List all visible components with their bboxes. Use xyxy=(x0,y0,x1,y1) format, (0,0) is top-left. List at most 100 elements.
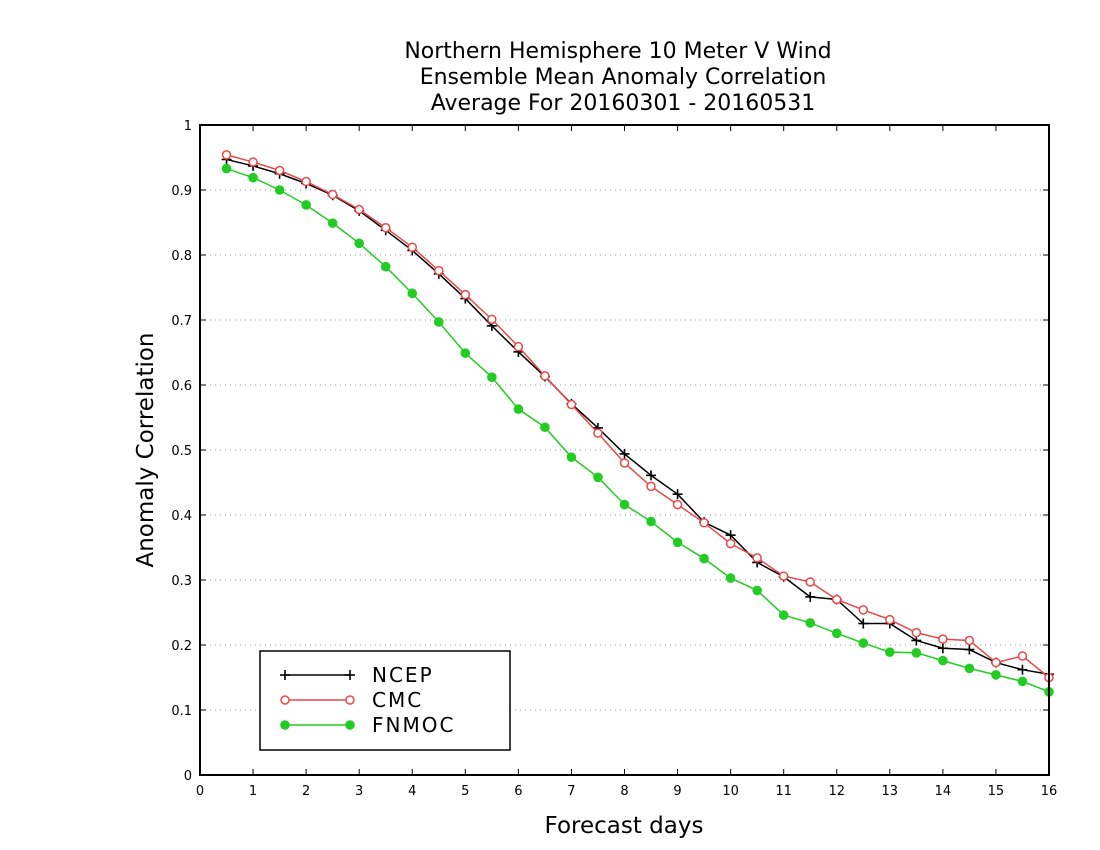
series-layer xyxy=(221,150,1054,697)
legend-label-fnmoc: FNMOC xyxy=(372,713,455,737)
x-tick-label: 11 xyxy=(775,784,792,799)
legend-marker-cmc xyxy=(280,695,290,705)
legend-marker-fnmoc xyxy=(345,720,355,730)
x-tick-label: 8 xyxy=(620,784,628,799)
cmc-point xyxy=(354,204,364,215)
x-tick-label: 5 xyxy=(461,784,469,799)
cmc-point xyxy=(540,371,550,381)
cmc-point xyxy=(832,594,842,605)
x-tick-label: 13 xyxy=(882,784,899,799)
fnmoc-point xyxy=(354,238,364,249)
cmc-point xyxy=(327,189,338,200)
x-tick-label: 14 xyxy=(935,784,952,799)
y-tick-label: 0.5 xyxy=(171,444,192,459)
cmc-point xyxy=(380,222,391,233)
y-tick-label: 0.9 xyxy=(171,184,192,199)
fnmoc-point xyxy=(646,516,656,527)
fnmoc-point xyxy=(513,404,524,414)
y-tick-label: 1 xyxy=(184,119,192,134)
fnmoc-point xyxy=(619,499,630,510)
fnmoc-point xyxy=(752,585,762,596)
plot-frame xyxy=(199,124,1050,776)
x-axis-label: Forecast days xyxy=(545,813,704,839)
fnmoc-point xyxy=(327,218,338,228)
x-tick-label: 6 xyxy=(514,784,522,799)
legend-item-ncep: NCEP xyxy=(280,663,434,687)
ncep-point xyxy=(805,591,816,602)
y-axis-label: Anomaly Correlation xyxy=(133,332,159,567)
x-tick-label: 9 xyxy=(673,784,681,799)
fnmoc-point xyxy=(699,553,709,564)
x-tick-label: 10 xyxy=(722,784,739,799)
fnmoc-point xyxy=(991,670,1001,680)
cmc-point xyxy=(221,150,232,160)
x-tick-label: 2 xyxy=(302,784,310,799)
fnmoc-point xyxy=(433,317,444,327)
fnmoc-point xyxy=(566,452,577,462)
cmc-point xyxy=(938,634,948,644)
cmc-point xyxy=(248,157,258,167)
fnmoc-point xyxy=(221,163,232,174)
fnmoc-point xyxy=(778,610,789,620)
legend-marker-fnmoc xyxy=(280,720,290,730)
cmc-point xyxy=(699,518,709,528)
fnmoc-point xyxy=(540,422,550,433)
x-tick-label: 15 xyxy=(988,784,1005,799)
cmc-point xyxy=(487,314,497,325)
x-tick-label: 16 xyxy=(1041,784,1058,799)
fnmoc-point xyxy=(831,628,842,639)
cmc-point xyxy=(460,289,471,300)
ncep-point xyxy=(725,530,736,541)
fnmoc-point xyxy=(911,648,922,658)
y-tick-label: 0.4 xyxy=(171,509,192,524)
x-tick-label: 3 xyxy=(355,784,363,799)
cmc-point xyxy=(646,481,656,492)
fnmoc-series xyxy=(221,163,1054,697)
cmc-point xyxy=(301,176,311,187)
legend-label-ncep: NCEP xyxy=(372,663,434,687)
cmc-point xyxy=(672,499,683,510)
fnmoc-point xyxy=(672,537,683,548)
legend-marker-ncep xyxy=(280,670,290,680)
fnmoc-point xyxy=(248,172,258,183)
cmc-point xyxy=(725,538,736,549)
cmc-point xyxy=(593,428,603,438)
y-tick-label: 0.3 xyxy=(171,574,192,589)
x-tick-label: 1 xyxy=(249,784,257,799)
x-tick-label: 12 xyxy=(828,784,845,799)
ncep-point xyxy=(672,489,683,500)
ncep-point xyxy=(858,618,869,629)
cmc-series xyxy=(221,150,1054,683)
fnmoc-point xyxy=(1017,676,1028,687)
cmc-point xyxy=(407,242,417,252)
cmc-point xyxy=(619,458,630,468)
fnmoc-point xyxy=(487,372,497,383)
title-line-1: Northern Hemisphere 10 Meter V Wind xyxy=(404,39,831,64)
cmc-point xyxy=(991,657,1001,668)
fnmoc-point xyxy=(858,638,869,648)
cmc-point xyxy=(513,341,524,352)
legend-marker-ncep xyxy=(345,670,355,680)
cmc-point xyxy=(858,605,869,615)
ncep-point xyxy=(646,470,657,481)
chart-title: Northern Hemisphere 10 Meter V Wind Ense… xyxy=(404,39,831,116)
x-tick-label: 4 xyxy=(408,784,416,799)
legend-marker-cmc xyxy=(345,695,355,705)
cmc-point xyxy=(911,627,922,638)
fnmoc-point xyxy=(725,573,736,583)
fnmoc-point xyxy=(274,185,285,195)
fnmoc-line xyxy=(226,167,1050,693)
cmc-point xyxy=(964,635,975,646)
fnmoc-point xyxy=(407,288,418,299)
cmc-point xyxy=(778,571,789,581)
fnmoc-point xyxy=(460,348,471,358)
title-line-3: Average For 20160301 - 20160531 xyxy=(431,91,816,116)
cmc-point xyxy=(274,165,285,176)
y-tick-label: 0.7 xyxy=(171,314,192,329)
y-tick-label: 0.6 xyxy=(171,379,192,394)
y-tick-label: 0.2 xyxy=(171,639,192,654)
ncep-point xyxy=(1017,664,1028,675)
axis-ticks: 00.10.20.30.40.50.60.70.80.910 1 2 3 4 5 6 7 8 9 1… xyxy=(171,119,1057,799)
cmc-point xyxy=(1017,651,1028,661)
